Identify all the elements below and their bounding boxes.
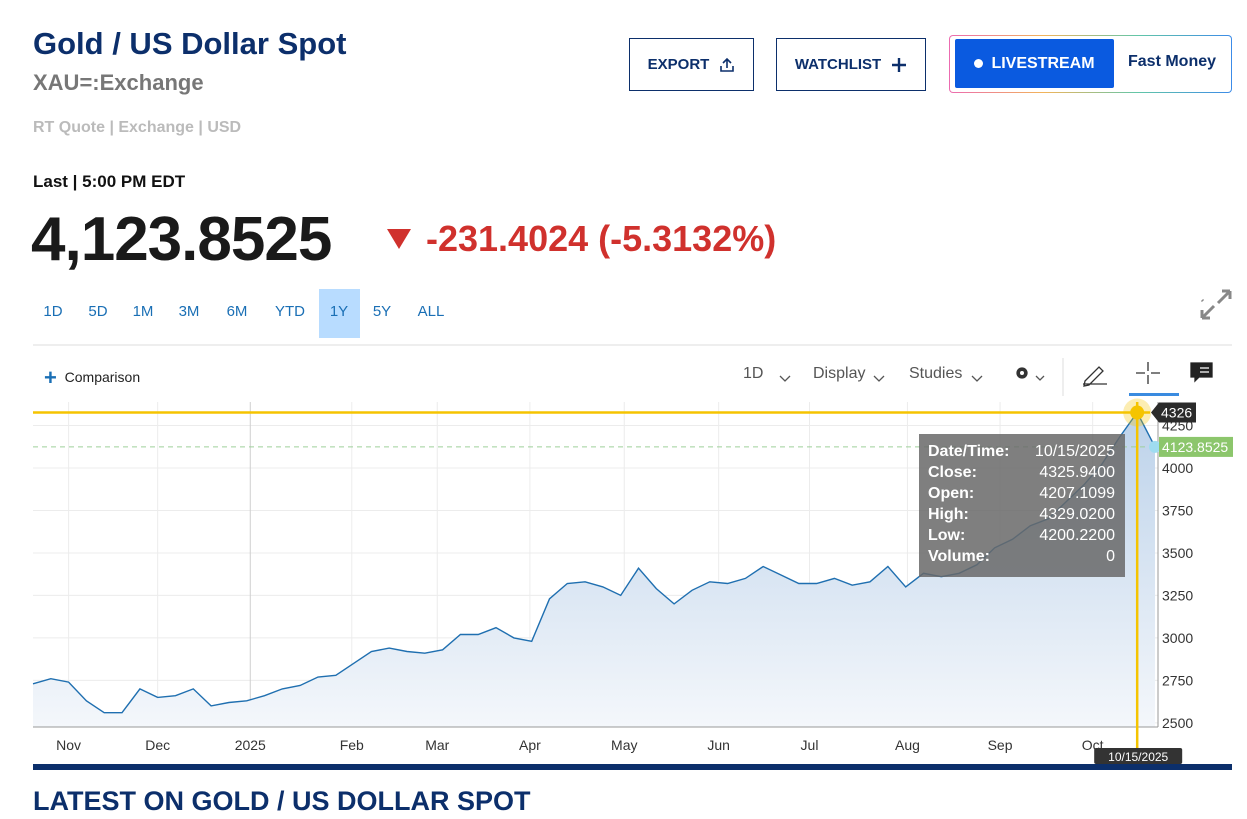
y-tick-label: 3250	[1162, 587, 1193, 603]
tooltip-value: 10/15/2025	[1034, 443, 1115, 460]
interval-button[interactable]: 1D	[743, 365, 764, 382]
y-tick-label: 3500	[1162, 545, 1193, 561]
tooltip-label: Volume:	[928, 548, 990, 565]
title: Gold / US Dollar Spot	[33, 26, 347, 61]
range-button[interactable]: 1Y	[329, 303, 349, 320]
livestream-box: LIVESTREAM Fast Money	[949, 35, 1232, 93]
tooltip-value: 4200.2200	[1039, 527, 1115, 544]
export-button[interactable]: EXPORT	[629, 38, 754, 91]
tooltip-label: Date/Time:	[928, 443, 1010, 460]
livestream-label: LIVESTREAM	[991, 54, 1095, 72]
export-label: EXPORT	[647, 56, 710, 73]
tooltip-value: 0	[1106, 548, 1115, 565]
plus-icon	[892, 57, 907, 72]
y-tick-label: 2500	[1162, 715, 1193, 731]
livestream-button[interactable]: LIVESTREAM	[955, 39, 1114, 88]
comparison-label: Comparison	[64, 369, 141, 385]
export-icon	[720, 57, 735, 72]
range-button[interactable]: 5D	[88, 303, 108, 320]
tooltip-label: Open:	[928, 485, 975, 502]
x-tick-label: Feb	[340, 737, 364, 753]
crosshair-value-box	[1151, 402, 1196, 423]
x-tick-label: Apr	[519, 737, 541, 753]
y-tick-label: 3000	[1162, 630, 1193, 646]
livestream-inner: LIVESTREAM Fast Money	[950, 36, 1231, 92]
y-tick-label: 3750	[1162, 502, 1193, 518]
down-arrow	[387, 229, 411, 249]
range-button[interactable]: 5Y	[372, 303, 392, 320]
crosshair-dot	[1130, 405, 1145, 420]
x-tick-label: Sep	[988, 737, 1013, 753]
tooltip-value: 4329.0200	[1039, 506, 1115, 523]
plus-icon: +	[44, 365, 57, 390]
range-button[interactable]: 1M	[132, 303, 154, 320]
tooltip-value: 4207.1099	[1039, 485, 1115, 502]
range-selected-bg	[319, 289, 360, 338]
symbol: XAU=:Exchange	[33, 70, 204, 95]
tooltip-value: 4325.9400	[1039, 464, 1115, 481]
tooltip: Date/Time: 10/15/2025 Close: 4325.9400 Open:…	[919, 434, 1125, 577]
x-tick-label: Jun	[707, 737, 730, 753]
crosshair-value-label: 4326	[1161, 405, 1192, 421]
x-tick-label: May	[611, 737, 637, 753]
live-dot	[974, 59, 984, 68]
last-value-dot	[1149, 440, 1161, 453]
x-tick-label: Jul	[801, 737, 819, 753]
crosshair-date-box	[1094, 748, 1183, 764]
y-tick-label: 2750	[1162, 672, 1193, 688]
range-button[interactable]: YTD	[275, 303, 305, 320]
range-button[interactable]: 3M	[178, 303, 200, 320]
x-tick-label: 2025	[235, 737, 266, 753]
section-title: LATEST ON GOLD / US DOLLAR SPOT	[33, 786, 531, 816]
price-change: -231.4024 (-5.3132%)	[426, 218, 777, 259]
area	[33, 412, 1155, 727]
studies-button[interactable]: Studies	[909, 365, 963, 382]
range-button[interactable]: ALL	[417, 303, 445, 320]
watchlist-button[interactable]: WATCHLIST	[776, 38, 926, 91]
crosshair-date-label: 10/15/2025	[1108, 750, 1168, 764]
range-button[interactable]: 6M	[226, 303, 248, 320]
x-tick-label: Mar	[425, 737, 449, 753]
tooltip-label: Close:	[928, 464, 977, 481]
last-label: Last | 5:00 PM EDT	[33, 172, 186, 191]
last-value-label: 4123.8525	[1162, 439, 1228, 455]
last-value-box	[1159, 436, 1233, 457]
comparison-button[interactable]: + Comparison	[44, 365, 140, 391]
tooltip-label: Low:	[928, 527, 966, 544]
show-link[interactable]: Fast Money	[1128, 53, 1217, 70]
display-button[interactable]: Display	[813, 365, 866, 382]
range-button[interactable]: 1D	[43, 303, 63, 320]
toolbar-icons	[779, 289, 1232, 396]
x-tick-label: Nov	[56, 737, 81, 753]
section-rule	[33, 764, 1232, 770]
price: 4,123.8525	[31, 205, 332, 274]
watchlist-label: WATCHLIST	[794, 56, 882, 73]
x-tick-label: Aug	[895, 737, 920, 753]
y-tick-label: 4000	[1162, 460, 1193, 476]
tooltip-label: High:	[928, 506, 969, 523]
quote-meta: RT Quote | Exchange | USD	[33, 119, 242, 136]
x-tick-label: Dec	[145, 737, 170, 753]
